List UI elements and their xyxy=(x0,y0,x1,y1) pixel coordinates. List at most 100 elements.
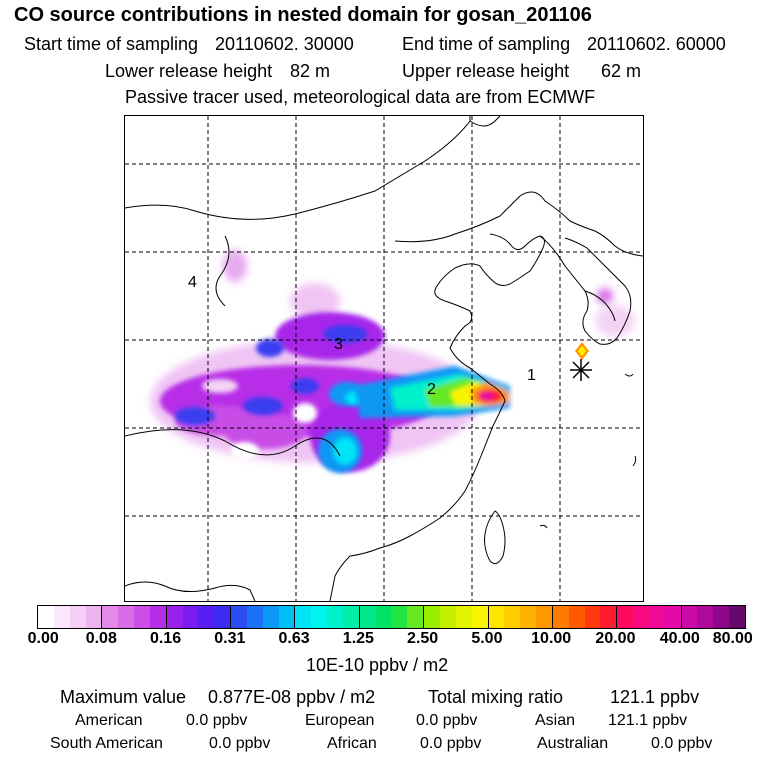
scale-interval-7 xyxy=(488,606,553,628)
scale-swatch xyxy=(536,606,552,628)
source-value-asian: 121.1 ppbv xyxy=(608,712,688,729)
scale-swatch xyxy=(166,606,183,628)
scale-swatch xyxy=(568,606,585,628)
scale-swatch xyxy=(648,606,665,628)
scale-swatch xyxy=(262,606,279,628)
start-time-value: 20110602. 30000 xyxy=(215,34,354,54)
scale-swatch xyxy=(231,606,247,628)
scale-swatch xyxy=(424,606,440,628)
total-mixing-label: Total mixing ratio xyxy=(428,687,564,707)
source-value-australian: 0.0 ppbv xyxy=(651,735,713,752)
scale-tick-label: 0.16 xyxy=(149,630,182,647)
region-label-2: 2 xyxy=(427,381,436,398)
receptor-star-icon xyxy=(570,359,592,381)
source-name-european: European xyxy=(305,712,375,729)
scale-unit-label: 10E-10 ppbv / m2 xyxy=(306,655,449,675)
scale-swatch xyxy=(182,606,199,628)
region-label-1: 1 xyxy=(527,367,536,384)
source-value-african: 0.0 ppbv xyxy=(420,735,482,752)
coastlines xyxy=(125,116,643,601)
source-value-european: 0.0 ppbv xyxy=(416,712,478,729)
scale-swatch xyxy=(471,606,488,628)
scale-swatch xyxy=(552,606,569,628)
scale-interval-0 xyxy=(38,606,103,628)
region-label-4: 4 xyxy=(188,274,197,291)
scale-swatch xyxy=(327,606,343,628)
scale-swatch xyxy=(633,606,649,628)
scale-swatch xyxy=(198,606,215,628)
source-value-south-american: 0.0 ppbv xyxy=(209,735,271,752)
total-mixing-value: 121.1 ppbv xyxy=(610,687,700,707)
scale-swatch xyxy=(38,606,54,628)
lat-lon-grid xyxy=(125,116,643,601)
scale-swatch xyxy=(118,606,135,628)
scale-swatch xyxy=(278,606,295,628)
scale-tick-label: 40.00 xyxy=(659,630,700,647)
scale-swatch xyxy=(729,606,745,628)
scale-swatch xyxy=(102,606,119,628)
scale-swatch xyxy=(504,606,521,628)
scale-interval-6 xyxy=(424,606,489,628)
scale-interval-3 xyxy=(231,606,296,628)
lower-height-value: 82 m xyxy=(290,61,331,81)
scale-tick-label: 0.63 xyxy=(278,630,310,647)
scale-swatch xyxy=(407,606,424,628)
source-name-american: American xyxy=(75,712,143,729)
max-value: 0.877E-08 ppbv / m2 xyxy=(208,687,376,707)
source-name-south-american: South American xyxy=(50,735,163,752)
scale-interval-10 xyxy=(681,606,745,628)
region-label-3: 3 xyxy=(334,336,343,353)
map-panel: 1 2 3 4 xyxy=(124,115,644,602)
end-time-value: 20110602. 60000 xyxy=(587,34,726,54)
color-scale-bar xyxy=(37,605,746,629)
scale-swatch xyxy=(584,606,601,628)
scale-swatch xyxy=(391,606,408,628)
scale-tick-label: 5.00 xyxy=(471,630,503,647)
scale-interval-4 xyxy=(295,606,360,628)
lower-height-label: Lower release height xyxy=(105,61,273,81)
scale-swatch xyxy=(246,606,263,628)
scale-tick-label: 20.00 xyxy=(595,630,636,647)
scale-tick-label: 1.25 xyxy=(342,630,374,647)
scale-swatch xyxy=(664,606,681,628)
end-time-label: End time of sampling xyxy=(402,34,571,54)
scale-swatch xyxy=(214,606,231,628)
scale-swatch xyxy=(359,606,376,628)
scale-swatch xyxy=(295,606,312,628)
scale-swatch xyxy=(520,606,537,628)
scale-swatch xyxy=(600,606,617,628)
scale-swatch xyxy=(53,606,70,628)
upper-height-label: Upper release height xyxy=(402,61,570,81)
source-name-african: African xyxy=(327,735,377,752)
scale-tick-label: 0.31 xyxy=(214,630,246,647)
scale-swatch xyxy=(697,606,714,628)
scale-swatch xyxy=(134,606,150,628)
max-value-label: Maximum value xyxy=(60,687,187,707)
scale-swatch xyxy=(342,606,359,628)
scale-swatch xyxy=(681,606,698,628)
scale-swatch xyxy=(440,606,456,628)
scale-swatch xyxy=(455,606,472,628)
scale-swatch xyxy=(311,606,328,628)
concentration-field xyxy=(150,250,635,473)
scale-interval-9 xyxy=(617,606,682,628)
receptor-hotspot xyxy=(575,342,589,360)
figure-title: CO source contributions in nested domain… xyxy=(14,4,592,26)
scale-swatch xyxy=(85,606,102,628)
scale-swatch xyxy=(375,606,392,628)
scale-tick-label: 80.00 xyxy=(712,630,753,647)
map-canvas: 1 2 3 4 xyxy=(125,116,643,601)
scale-swatch xyxy=(713,606,730,628)
scale-interval-2 xyxy=(166,606,232,628)
source-name-australian: Australian xyxy=(537,735,609,752)
scale-swatch xyxy=(149,606,166,628)
scale-tick-label: 2.50 xyxy=(407,630,439,647)
scale-interval-8 xyxy=(552,606,618,628)
source-value-american: 0.0 ppbv xyxy=(186,712,248,729)
scale-swatch xyxy=(69,606,86,628)
scale-swatch xyxy=(488,606,505,628)
scale-interval-5 xyxy=(359,606,425,628)
upper-height-value: 62 m xyxy=(601,61,642,81)
source-name-asian: Asian xyxy=(535,712,576,729)
scale-tick-label: 10.00 xyxy=(531,630,572,647)
